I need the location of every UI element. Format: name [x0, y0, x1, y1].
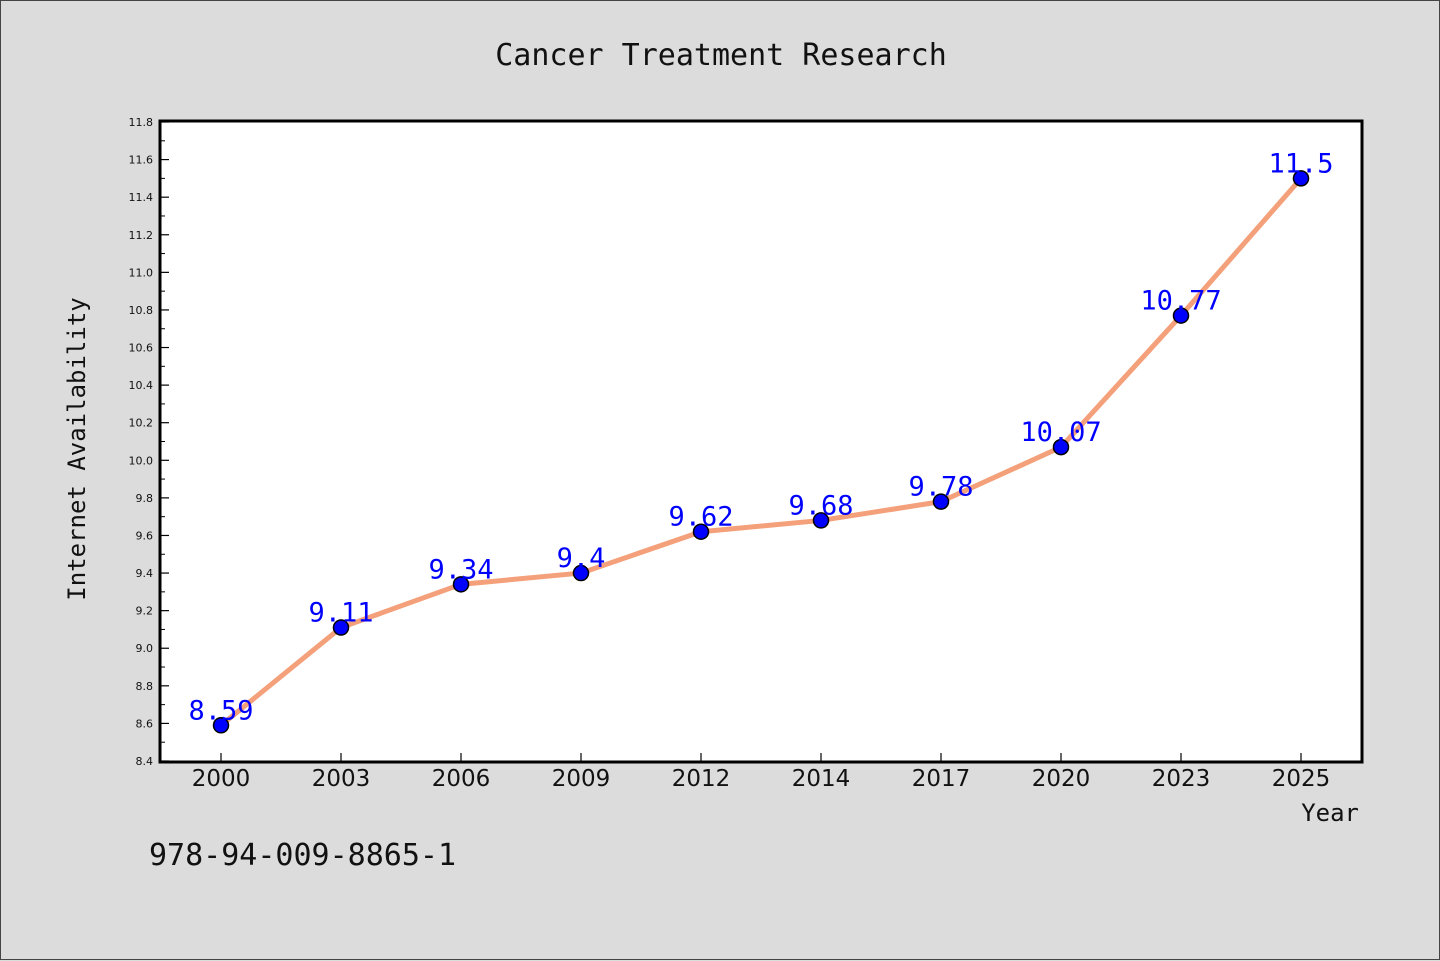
x-tick-label: 2009	[552, 766, 611, 792]
data-point	[1172, 307, 1190, 324]
data-label: 9.68	[788, 490, 853, 521]
y-axis: 8.4 8.6 8.8 9.0 9.2 9.4 9.6 9.8 10.0 10.2 10.4 10.6…	[129, 116, 169, 768]
data-label: 9.62	[668, 502, 733, 533]
y-tick-label: 8.6	[136, 717, 154, 730]
data-point	[692, 523, 710, 540]
x-axis-label: Year	[1301, 799, 1359, 827]
y-tick-label: 9.0	[136, 642, 154, 655]
y-tick-label: 10.6	[129, 342, 154, 355]
x-tick-label: 2020	[1032, 766, 1091, 792]
y-tick-label: 11.2	[129, 229, 154, 242]
data-series: 8.59 9.11 9.34 9.4 9.62 9.68 9.78 10.07 10.77 11.…	[188, 148, 1334, 734]
x-tick-label: 2014	[792, 766, 851, 792]
y-tick-label: 8.8	[136, 680, 154, 693]
y-tick-label: 8.4	[136, 755, 154, 768]
x-tick-label: 2000	[192, 766, 251, 792]
y-tick-label: 11.4	[129, 191, 154, 204]
y-axis-label: Internet Availability	[63, 297, 91, 600]
data-point	[812, 512, 830, 529]
y-tick-label: 9.2	[136, 605, 154, 618]
data-point	[212, 717, 230, 734]
x-tick-label: 2012	[672, 766, 731, 792]
data-label: 10.07	[1020, 417, 1101, 448]
data-label: 11.5	[1268, 148, 1333, 179]
y-tick-label: 10.4	[129, 379, 154, 392]
y-tick-label: 11.6	[129, 154, 154, 167]
isbn-text: 978-94-009-8865-1	[149, 838, 456, 873]
series-line	[218, 175, 1304, 728]
data-label: 10.77	[1140, 286, 1221, 317]
y-tick-label: 10.2	[129, 417, 154, 430]
y-tick-label: 11.0	[129, 266, 154, 279]
plot-area	[158, 119, 1364, 764]
data-label: 9.4	[557, 543, 606, 574]
data-point	[452, 576, 470, 593]
data-label: 9.11	[308, 598, 373, 629]
x-tick-label: 2003	[312, 766, 371, 792]
data-point	[932, 493, 950, 510]
y-tick-label: 10.0	[129, 454, 154, 467]
data-point	[332, 619, 350, 636]
x-axis: 2000 2003 2006 2009 2012 2014 2017 2020 2023 2025	[192, 753, 1331, 792]
x-tick-label: 2017	[912, 766, 971, 792]
y-tick-label: 9.4	[136, 567, 154, 580]
data-point	[572, 564, 590, 582]
y-tick-label: 9.6	[136, 529, 154, 542]
x-tick-label: 2025	[1272, 766, 1331, 792]
y-tick-label: 11.8	[129, 116, 154, 129]
y-tick-label: 9.8	[136, 492, 154, 505]
data-label: 8.59	[188, 695, 253, 726]
x-tick-label: 2006	[432, 766, 491, 792]
data-label: 9.78	[908, 472, 973, 503]
chart-title: Cancer Treatment Research	[495, 38, 947, 73]
data-point	[1292, 170, 1310, 187]
y-tick-label: 10.8	[129, 304, 154, 317]
data-point	[1052, 438, 1070, 456]
x-tick-label: 2023	[1152, 766, 1211, 792]
data-label: 9.34	[428, 554, 493, 585]
